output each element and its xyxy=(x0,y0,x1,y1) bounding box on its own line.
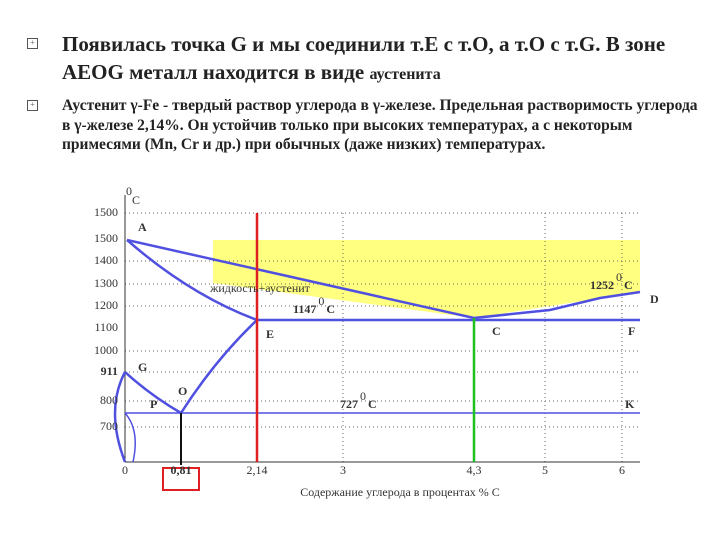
x-label: 5 xyxy=(542,463,548,477)
point-label: K xyxy=(625,397,635,411)
y-label: 1200 xyxy=(94,298,118,312)
y-label: 1100 xyxy=(94,320,118,334)
x-label: 2,14 xyxy=(247,463,268,477)
y-label: 1400 xyxy=(94,253,118,267)
bullet-text: Аустенит γ-Fe - твердый раствор углерода… xyxy=(62,97,698,153)
highlight-box xyxy=(162,467,200,491)
unit: C xyxy=(132,193,140,207)
liquid-austenite-zone xyxy=(213,240,640,318)
grid xyxy=(125,212,640,462)
y-label: 1500 xyxy=(94,231,118,245)
phase-lines xyxy=(113,238,641,463)
bullet-text: Появилась точка G и мы соединили т.Е с т… xyxy=(62,30,702,89)
point-label: P xyxy=(150,397,157,411)
bullet-main: Появилась точка G и мы соединили т.Е с т… xyxy=(62,32,666,84)
x-label: 0 xyxy=(122,463,128,477)
region-label: жидкость+аустенит xyxy=(209,281,311,295)
y-label: 700 xyxy=(100,419,118,433)
x-label: 6 xyxy=(619,463,625,477)
temp-sup: 0 xyxy=(360,389,366,403)
temp-value: 1252 xyxy=(590,278,614,292)
y-label: 800 xyxy=(100,393,118,407)
point-label: C xyxy=(492,324,501,338)
temp-sup: 0 xyxy=(616,270,622,284)
y-label: 911 xyxy=(101,364,118,378)
x-title: Содержание углерода в процентах % С xyxy=(300,485,500,499)
point-label: E xyxy=(266,327,274,341)
x-label: 3 xyxy=(340,463,346,477)
temp-value: 727 xyxy=(340,397,358,411)
y-label: 1000 xyxy=(94,343,118,357)
bullet-tail: аустенита xyxy=(369,66,441,83)
unit-sup: 0 xyxy=(126,184,132,198)
x-label: 0,81 xyxy=(171,463,192,477)
temp-sup: 0 xyxy=(318,294,324,308)
bullet-marker: + xyxy=(27,100,38,111)
y-label: 1500 xyxy=(94,205,118,219)
temp-value: 1147 xyxy=(293,302,316,316)
bullet-marker: + xyxy=(27,38,38,49)
point-label: G xyxy=(138,360,147,374)
point-label: A xyxy=(138,220,147,234)
temp-unit: C xyxy=(368,397,377,411)
x-label: 4,3 xyxy=(467,463,482,477)
temp-unit: C xyxy=(624,278,633,292)
point-label: F xyxy=(628,324,635,338)
point-label: O xyxy=(178,384,187,398)
point-label: D xyxy=(650,292,659,306)
temp-unit: C xyxy=(326,302,335,316)
y-label: 1300 xyxy=(94,276,118,290)
